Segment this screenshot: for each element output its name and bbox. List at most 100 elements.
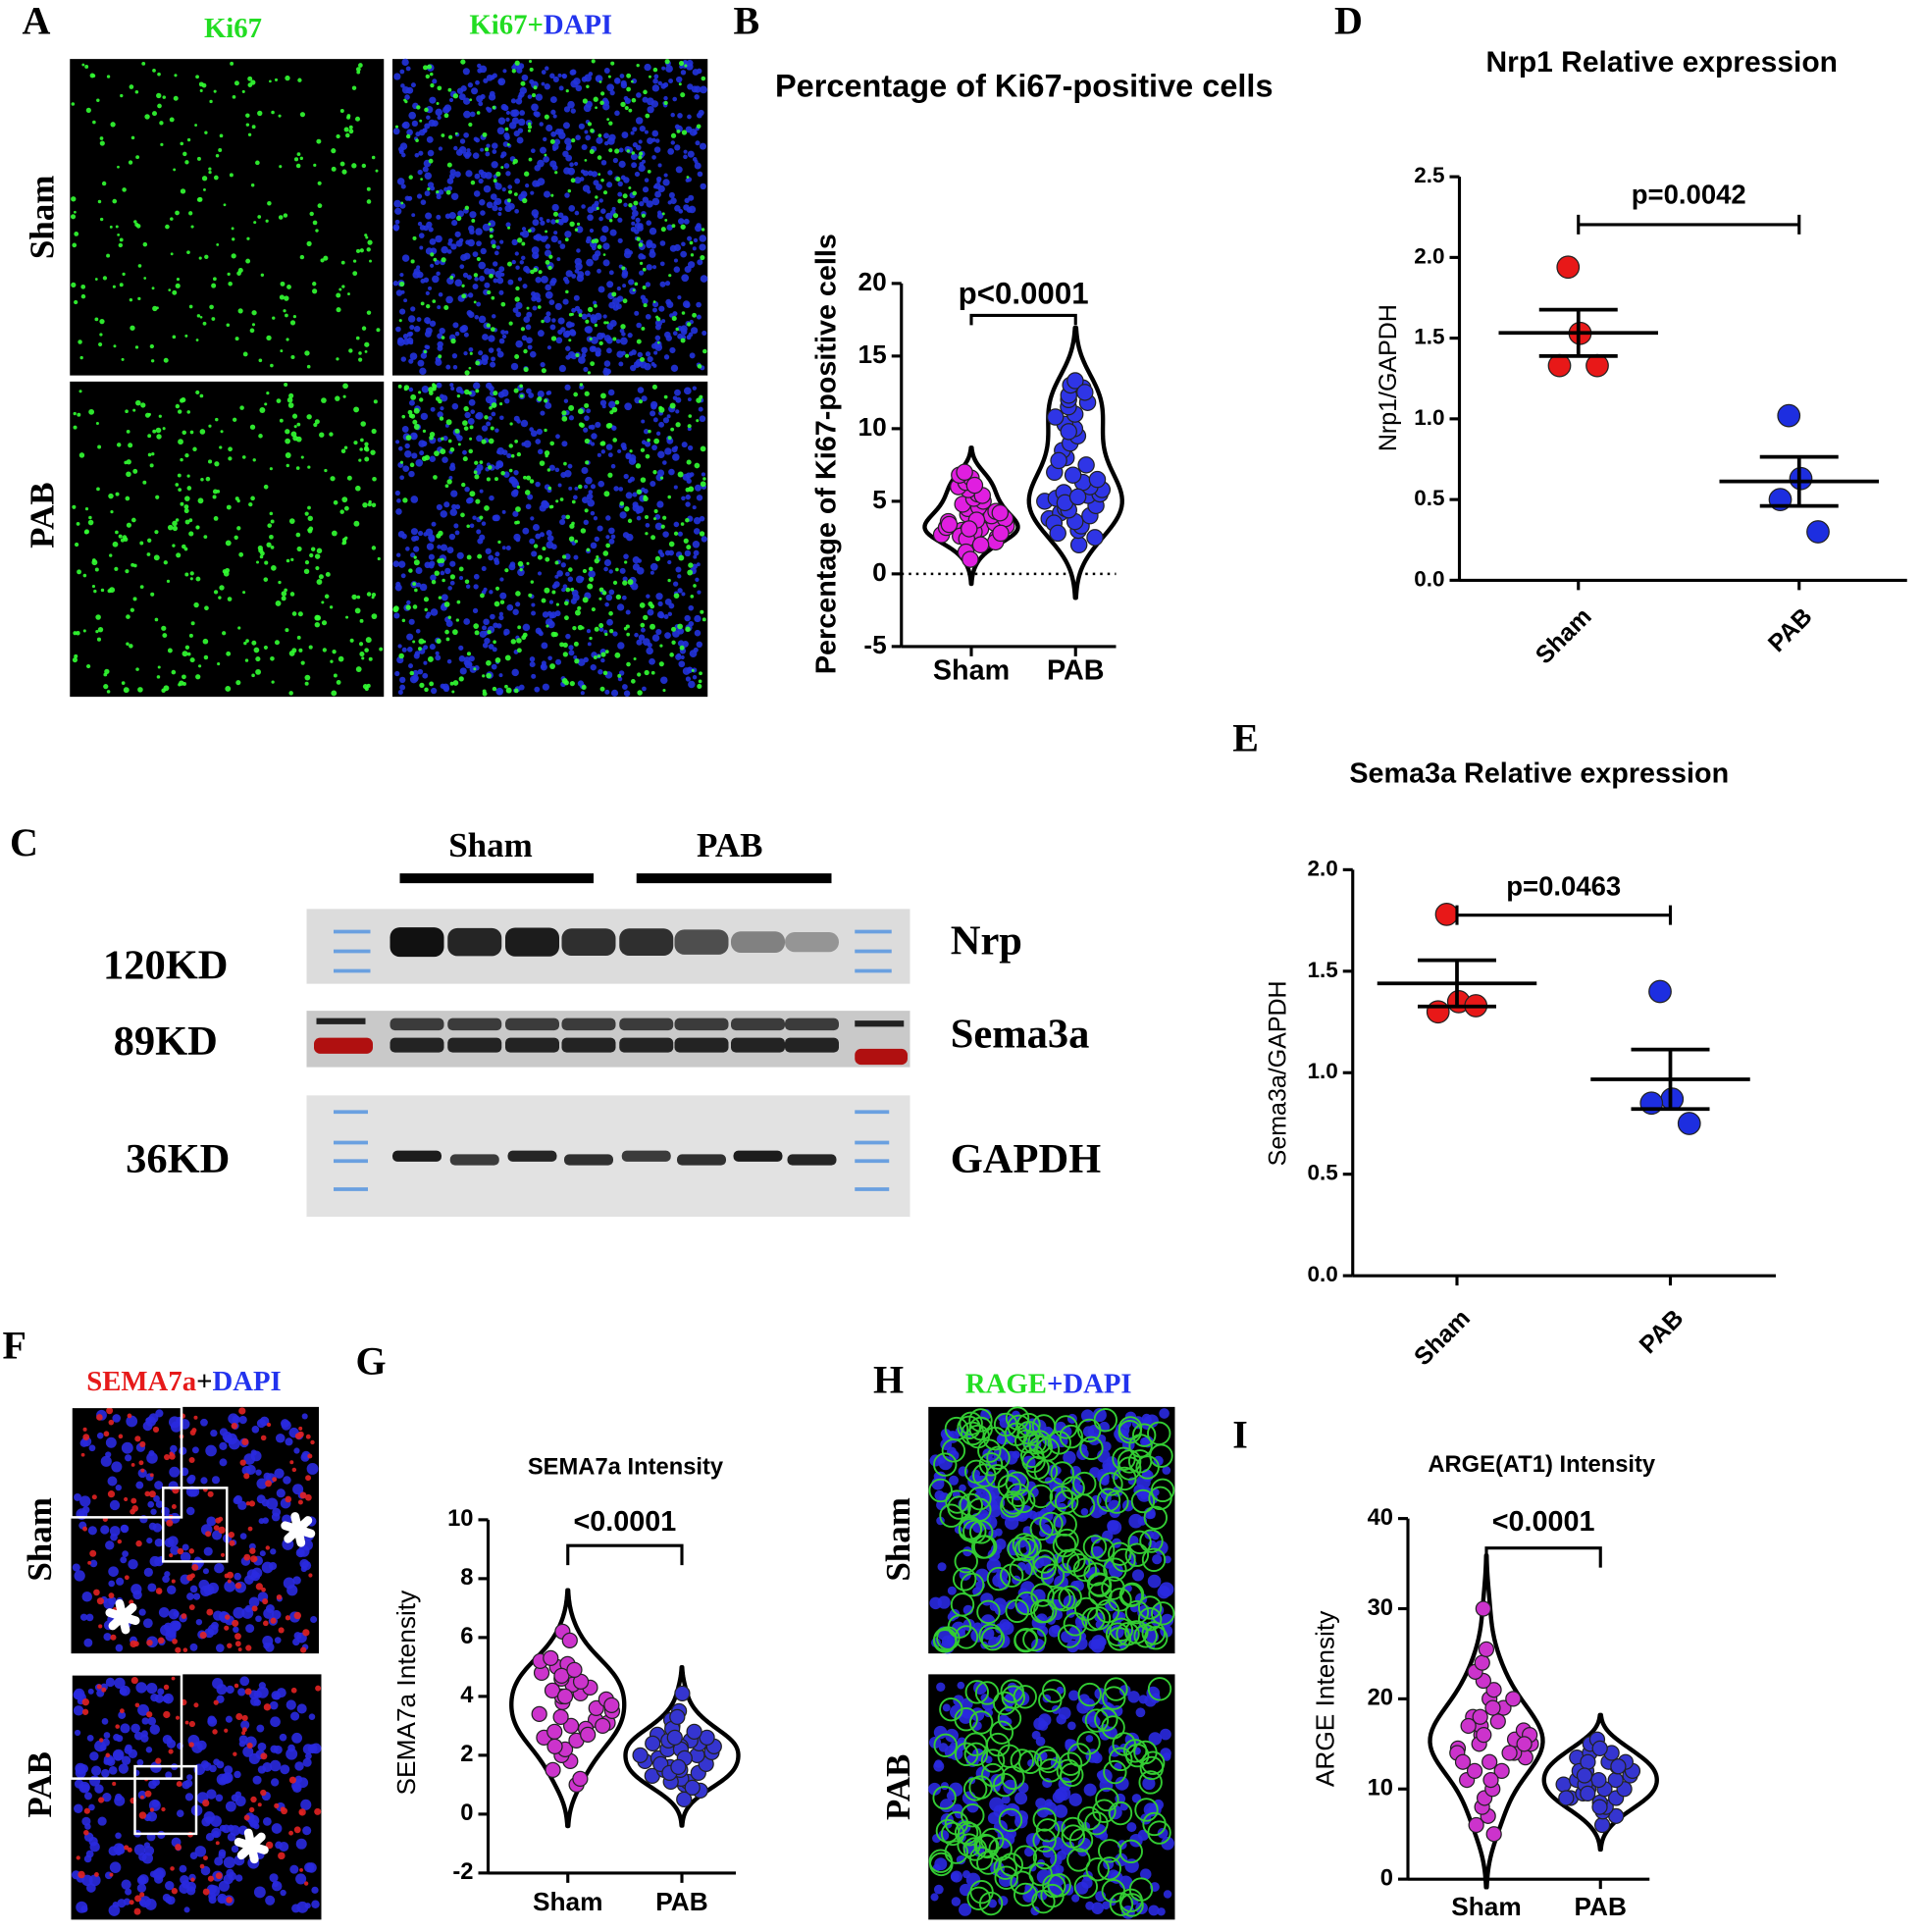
- cell: [289, 592, 295, 597]
- cell: [114, 1795, 126, 1806]
- cell: [86, 1734, 94, 1742]
- cell: [446, 185, 453, 191]
- cell: [461, 293, 467, 299]
- cell: [438, 291, 443, 297]
- cell: [244, 1688, 252, 1696]
- cell: [607, 452, 613, 458]
- cell: [399, 475, 405, 481]
- cell: [204, 254, 209, 260]
- cell: [685, 487, 691, 493]
- cell: [265, 1545, 271, 1550]
- cell: [394, 670, 400, 677]
- cell: [274, 640, 280, 646]
- cell: [483, 184, 492, 193]
- panel-letter: A: [23, 0, 51, 42]
- p-value: p=0.0042: [1632, 179, 1746, 209]
- cell: [103, 1431, 110, 1437]
- y-tick-label: 6: [460, 1623, 473, 1649]
- cell: [685, 501, 691, 507]
- cell: [542, 611, 549, 618]
- cell: [482, 691, 488, 697]
- cell: [199, 88, 203, 92]
- cell: [158, 414, 162, 418]
- cell: [138, 1874, 149, 1885]
- group-label: PAB: [697, 826, 762, 864]
- cell: [526, 388, 532, 394]
- data-point: [1434, 903, 1459, 926]
- cell: [649, 227, 657, 235]
- cell: [180, 188, 186, 194]
- cell: [626, 661, 631, 667]
- cell: [574, 486, 579, 491]
- stain-label: DAPI: [544, 9, 612, 40]
- cell: [306, 240, 312, 246]
- cell: [591, 238, 596, 244]
- cell: [138, 1460, 144, 1466]
- cell: [581, 346, 588, 354]
- cell: [474, 277, 479, 282]
- cell: [454, 331, 460, 337]
- cell: [180, 141, 184, 146]
- cell: [270, 519, 275, 524]
- cell: [261, 1587, 266, 1593]
- cell: [1090, 1538, 1116, 1562]
- cell: [519, 567, 523, 572]
- cell: [481, 439, 487, 444]
- cell: [586, 84, 590, 88]
- cell: [546, 468, 551, 472]
- cell: [606, 118, 610, 122]
- cell: [517, 568, 525, 577]
- cell: [568, 351, 576, 359]
- image-background: [70, 59, 385, 376]
- cell: [248, 1752, 260, 1765]
- cell: [134, 1895, 142, 1903]
- cell: [418, 638, 425, 645]
- cell: [584, 485, 589, 490]
- cell: [590, 484, 597, 490]
- cell: [76, 1855, 80, 1860]
- cell: [358, 357, 363, 362]
- cell: [197, 497, 204, 504]
- cell: [202, 1799, 210, 1807]
- cell: [177, 473, 182, 478]
- cell: [71, 282, 77, 287]
- cell: [528, 229, 532, 233]
- cell: [247, 76, 253, 81]
- cell: [199, 1863, 205, 1869]
- cell: [525, 503, 532, 510]
- cell: [279, 418, 284, 423]
- cell: [492, 686, 497, 692]
- cell: [311, 1886, 319, 1894]
- cell: [299, 1491, 307, 1499]
- cell: [677, 333, 684, 339]
- cell: [172, 520, 178, 527]
- cell: [687, 397, 692, 402]
- cell: [605, 535, 610, 540]
- cell: [585, 460, 590, 465]
- cell: [1115, 1776, 1129, 1791]
- cell: [650, 481, 656, 488]
- cell: [652, 517, 656, 521]
- cell: [562, 331, 570, 339]
- cell: [280, 349, 284, 353]
- cell: [652, 470, 657, 475]
- cell: [571, 499, 576, 504]
- cell: [630, 79, 634, 83]
- cell: [680, 522, 685, 526]
- cell: [968, 1520, 994, 1544]
- cell: [401, 254, 410, 262]
- cell: [245, 1464, 256, 1476]
- cell: [501, 509, 506, 514]
- cell: [623, 95, 629, 101]
- cell: [986, 1445, 1011, 1470]
- significance-bracket: [969, 313, 1077, 326]
- cell: [74, 1492, 81, 1501]
- cell: [451, 402, 459, 410]
- cell: [302, 1757, 312, 1767]
- cell: [99, 1744, 107, 1751]
- cell: [498, 673, 503, 678]
- cell: [92, 120, 96, 125]
- cell: [182, 430, 186, 436]
- cell: [162, 95, 167, 99]
- cell: [543, 190, 551, 198]
